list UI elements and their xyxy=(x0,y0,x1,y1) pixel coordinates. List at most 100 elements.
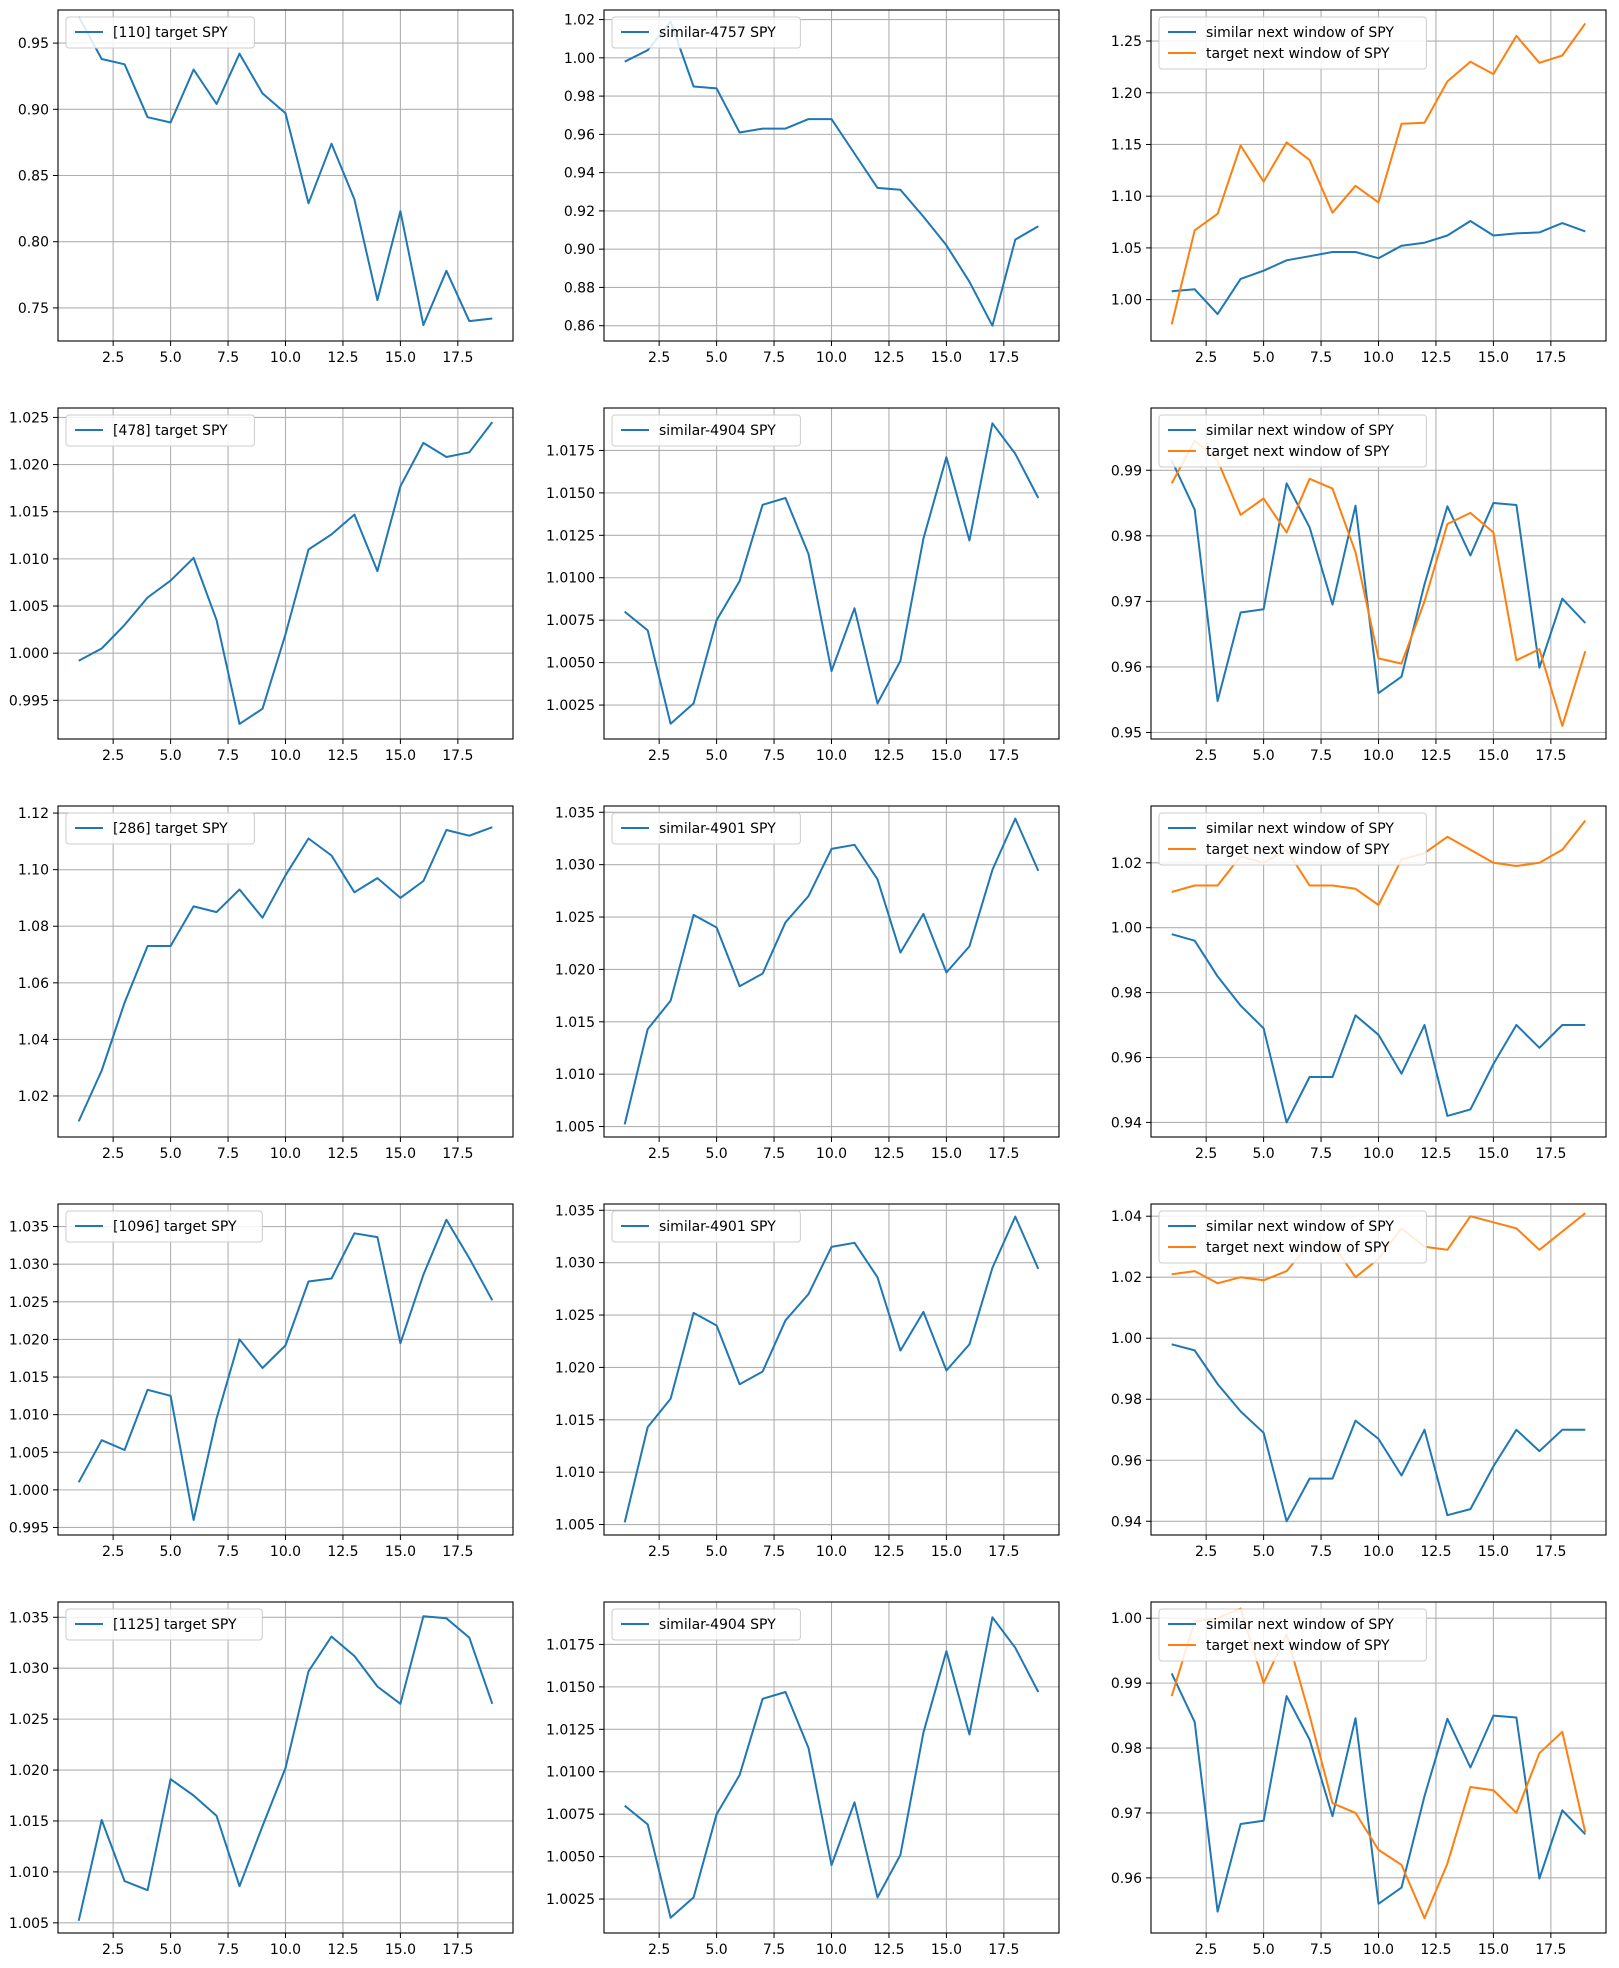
legend-label: target next window of SPY xyxy=(1206,1240,1390,1256)
y-tick-label: 1.025 xyxy=(9,1295,49,1311)
legend: similar next window of SPY target next wi… xyxy=(1158,414,1427,468)
y-tick-label: 1.10 xyxy=(1111,189,1142,205)
legend-label: [1096] target SPY xyxy=(113,1219,237,1235)
y-tick-label: 0.94 xyxy=(1111,1115,1142,1131)
x-tick-label: 2.5 xyxy=(1195,1544,1217,1560)
y-tick-label: 1.035 xyxy=(9,1610,49,1626)
x-tick-label: 2.5 xyxy=(102,748,124,764)
x-tick-label: 2.5 xyxy=(102,1544,124,1560)
x-tick-label: 10.0 xyxy=(816,748,847,764)
legend: similar-4901 SPY xyxy=(611,812,801,845)
x-tick-label: 12.5 xyxy=(873,1146,904,1162)
y-tick-label: 1.020 xyxy=(9,1763,49,1779)
legend: similar-4904 SPY xyxy=(611,1608,801,1641)
x-tick-label: 15.0 xyxy=(1478,1942,1509,1958)
x-tick-label: 17.5 xyxy=(442,1544,473,1560)
x-tick-label: 17.5 xyxy=(442,350,473,366)
y-tick-label: 1.0150 xyxy=(546,1680,595,1696)
x-tick-label: 2.5 xyxy=(1195,350,1217,366)
legend-box xyxy=(65,1608,263,1641)
y-tick-label: 0.94 xyxy=(1111,1514,1142,1530)
axes-frame xyxy=(57,407,514,740)
legend-box xyxy=(1158,1210,1427,1264)
y-tick-label: 1.20 xyxy=(1111,86,1142,102)
y-tick-label: 1.25 xyxy=(1111,34,1142,50)
axes-frame xyxy=(57,1203,514,1536)
x-tick-label: 5.0 xyxy=(159,1942,181,1958)
x-tick-label: 12.5 xyxy=(1420,1942,1451,1958)
x-tick-label: 7.5 xyxy=(217,748,239,764)
x-tick-label: 7.5 xyxy=(1310,350,1332,366)
axes-frame xyxy=(57,9,514,342)
y-tick-label: 1.0050 xyxy=(546,1850,595,1866)
y-tick-label: 0.94 xyxy=(564,166,595,182)
axes-frame xyxy=(57,805,514,1138)
y-tick-label: 0.96 xyxy=(1111,1453,1142,1469)
x-tick-label: 15.0 xyxy=(1478,350,1509,366)
x-tick-label: 5.0 xyxy=(159,1146,181,1162)
y-tick-label: 1.030 xyxy=(9,1661,49,1677)
x-tick-label: 5.0 xyxy=(705,748,727,764)
legend: similar-4757 SPY xyxy=(611,16,801,49)
y-tick-label: 1.0025 xyxy=(546,1892,595,1908)
axes-frame xyxy=(1150,1203,1607,1536)
y-tick-label: 1.02 xyxy=(1111,856,1142,872)
series-line-2 xyxy=(1170,439,1587,727)
y-tick-label: 0.98 xyxy=(564,89,595,105)
y-tick-label: 1.035 xyxy=(555,1203,595,1219)
y-tick-label: 1.0025 xyxy=(546,698,595,714)
y-tick-label: 1.08 xyxy=(18,919,49,935)
subplot-10: 2.5 5.0 7.5 10.0 12.5 15.0 17.5 0.995 1.000 1.005… xyxy=(9,1203,514,1560)
y-tick-label: 0.96 xyxy=(1111,660,1142,676)
x-tick-label: 5.0 xyxy=(705,350,727,366)
x-tick-label: 7.5 xyxy=(763,748,785,764)
x-tick-label: 17.5 xyxy=(1535,1544,1566,1560)
series-line-1 xyxy=(77,1615,494,1922)
x-tick-label: 5.0 xyxy=(1252,1146,1274,1162)
x-tick-label: 17.5 xyxy=(988,1146,1019,1162)
x-tick-label: 17.5 xyxy=(442,1146,473,1162)
y-tick-label: 1.12 xyxy=(18,806,49,822)
y-tick-label: 1.02 xyxy=(1111,1270,1142,1286)
x-tick-label: 15.0 xyxy=(931,1544,962,1560)
legend-label: similar-4757 SPY xyxy=(659,25,776,41)
legend-box xyxy=(1158,414,1427,468)
x-tick-label: 5.0 xyxy=(159,748,181,764)
x-tick-label: 10.0 xyxy=(1363,1544,1394,1560)
x-tick-label: 7.5 xyxy=(763,350,785,366)
x-tick-label: 10.0 xyxy=(1363,748,1394,764)
x-tick-label: 15.0 xyxy=(1478,1146,1509,1162)
axes-frame xyxy=(1150,407,1607,740)
y-tick-label: 0.96 xyxy=(1111,1871,1142,1887)
x-tick-label: 12.5 xyxy=(327,1942,358,1958)
x-tick-label: 5.0 xyxy=(1252,748,1274,764)
x-tick-label: 17.5 xyxy=(442,748,473,764)
y-tick-label: 0.86 xyxy=(564,319,595,335)
y-tick-label: 1.000 xyxy=(9,1483,49,1499)
x-tick-label: 17.5 xyxy=(988,1544,1019,1560)
series-line-1 xyxy=(1171,933,1586,1124)
y-tick-label: 0.98 xyxy=(1111,1392,1142,1408)
y-tick-label: 1.005 xyxy=(555,1518,595,1534)
y-tick-label: 1.00 xyxy=(1111,293,1142,309)
x-tick-label: 10.0 xyxy=(816,1942,847,1958)
y-tick-label: 0.97 xyxy=(1111,594,1142,610)
series-line-2 xyxy=(1170,22,1587,325)
legend-box xyxy=(1158,1608,1427,1662)
legend-label: similar next window of SPY xyxy=(1206,821,1394,837)
x-tick-label: 15.0 xyxy=(931,1146,962,1162)
y-tick-label: 1.015 xyxy=(9,1370,49,1386)
x-tick-label: 12.5 xyxy=(1420,350,1451,366)
subplot-3: 2.5 5.0 7.5 10.0 12.5 15.0 17.5 1.00 1.05 1.10 1.1… xyxy=(1111,9,1607,366)
x-tick-label: 15.0 xyxy=(385,1544,416,1560)
x-tick-label: 5.0 xyxy=(159,1544,181,1560)
x-tick-label: 7.5 xyxy=(1310,1942,1332,1958)
y-tick-label: 1.005 xyxy=(555,1120,595,1136)
x-tick-label: 7.5 xyxy=(1310,1146,1332,1162)
legend-label: [286] target SPY xyxy=(113,821,228,837)
legend-label: target next window of SPY xyxy=(1206,46,1390,62)
y-tick-label: 1.0175 xyxy=(546,443,595,459)
series-line-1 xyxy=(1170,1672,1587,1913)
y-tick-label: 1.0125 xyxy=(546,528,595,544)
